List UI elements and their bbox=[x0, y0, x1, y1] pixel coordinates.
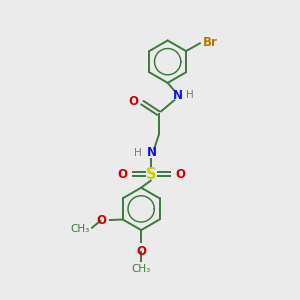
Text: O: O bbox=[176, 168, 186, 181]
Text: H: H bbox=[186, 90, 194, 100]
Text: CH₃: CH₃ bbox=[131, 264, 151, 274]
Text: CH₃: CH₃ bbox=[70, 224, 89, 235]
Text: O: O bbox=[117, 168, 127, 181]
Text: O: O bbox=[136, 245, 146, 258]
Text: N: N bbox=[146, 146, 157, 159]
Text: N: N bbox=[173, 89, 183, 102]
Text: Br: Br bbox=[203, 36, 218, 49]
Text: O: O bbox=[128, 94, 138, 108]
Text: H: H bbox=[134, 148, 142, 158]
Text: O: O bbox=[96, 214, 106, 226]
Text: S: S bbox=[146, 167, 157, 182]
